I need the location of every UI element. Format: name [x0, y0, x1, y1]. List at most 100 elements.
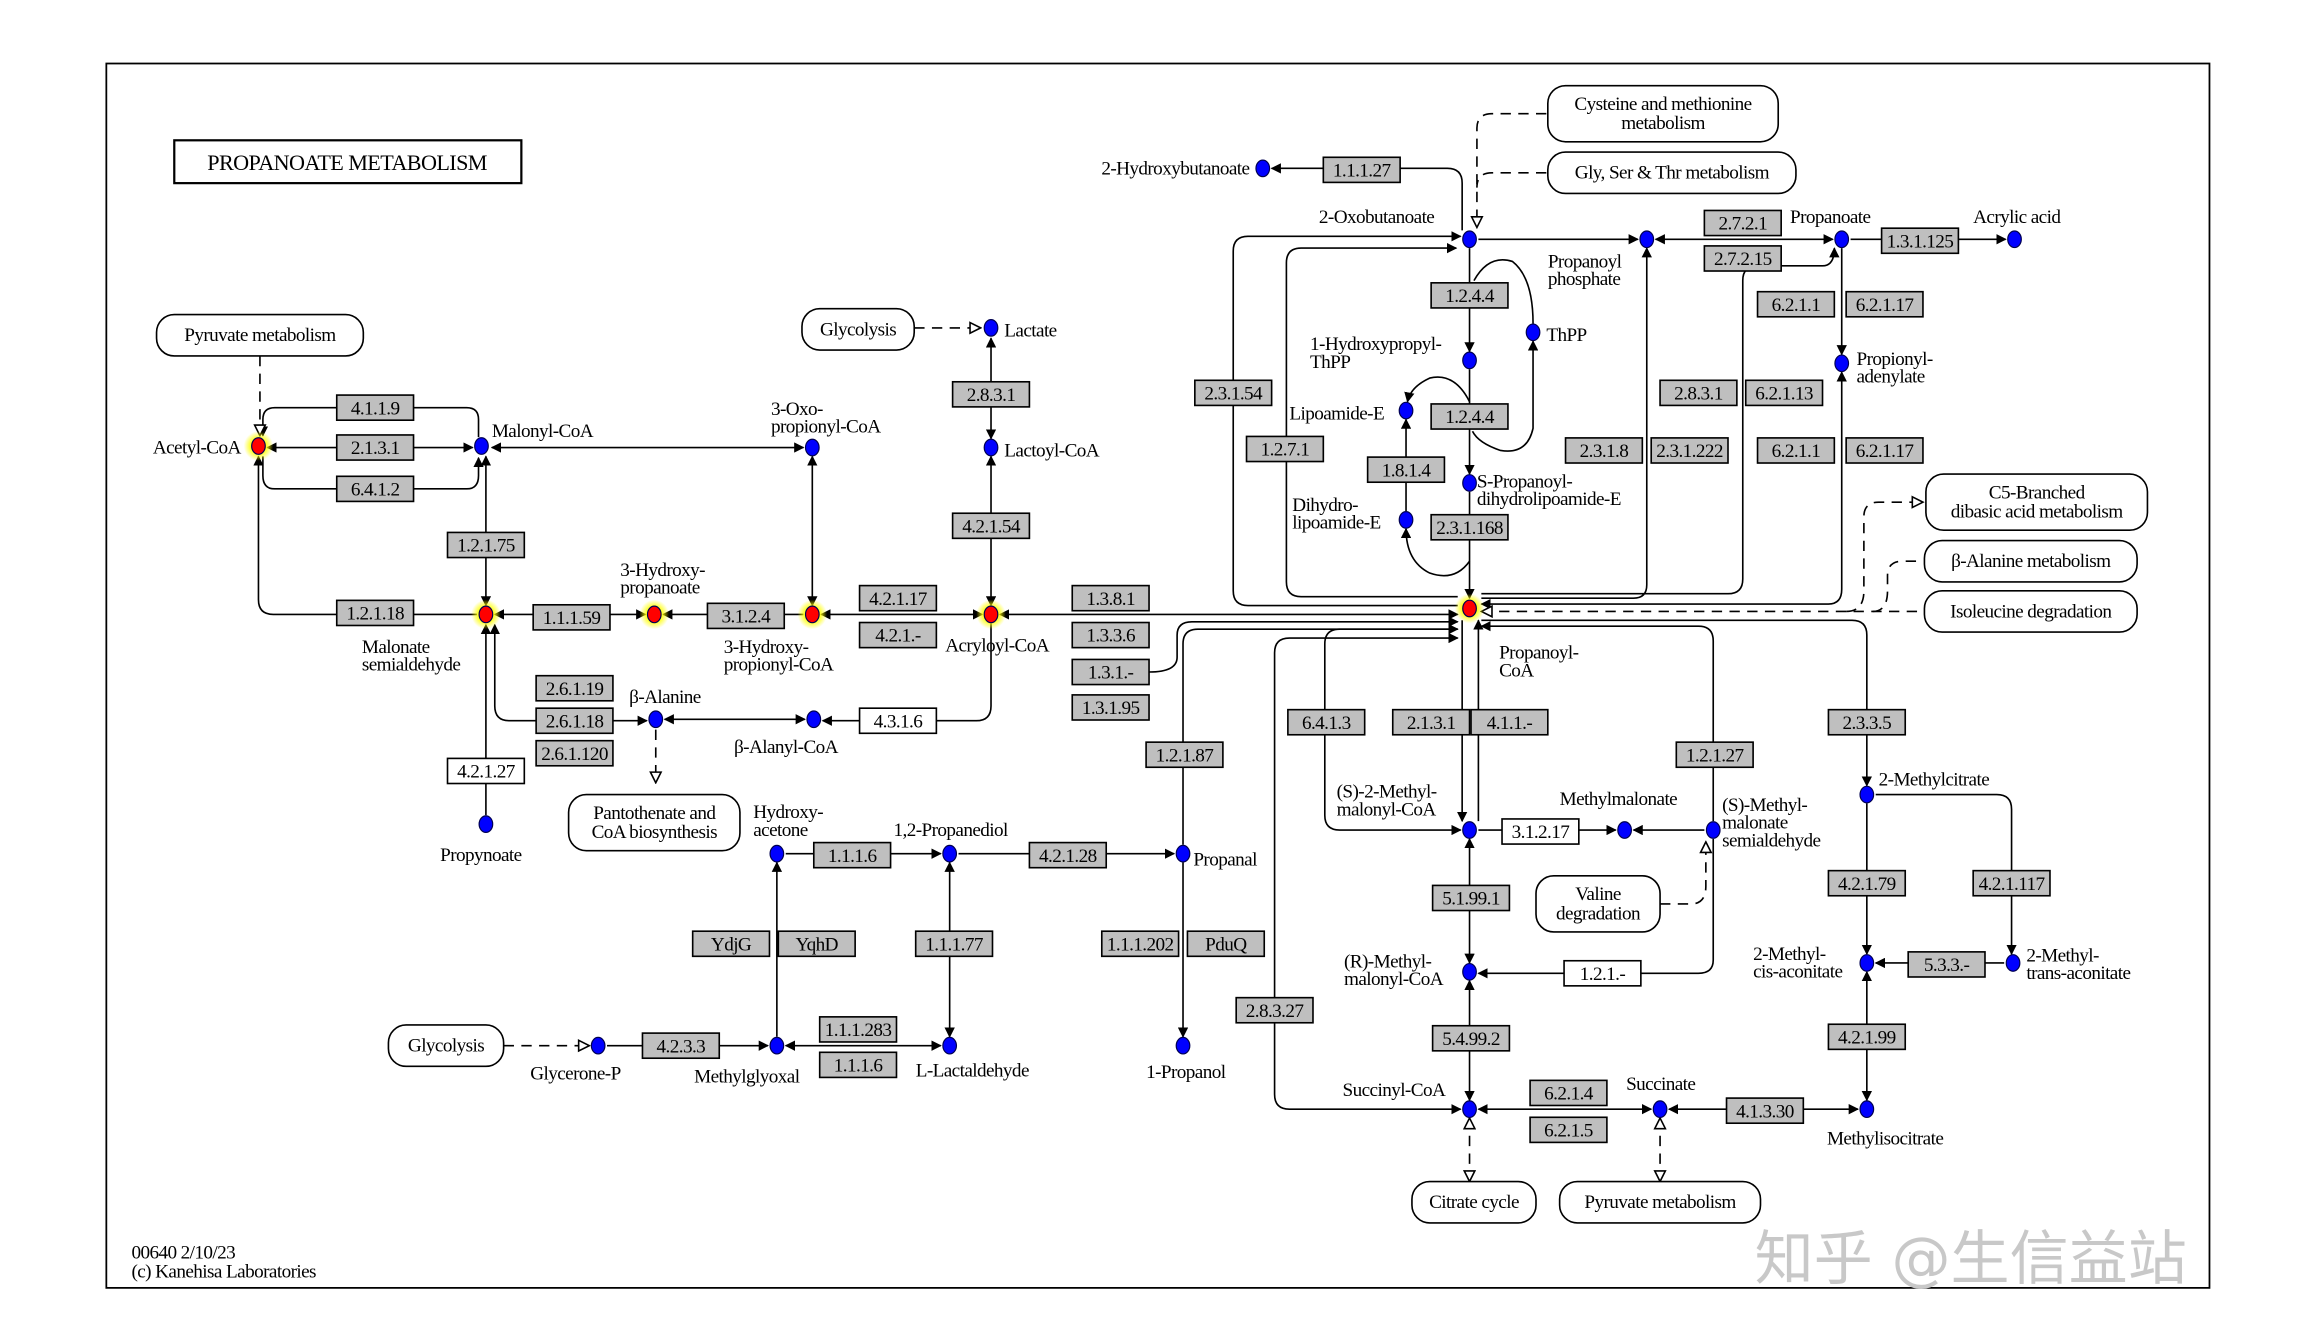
enzyme-box[interactable]: [1186, 930, 1266, 958]
enzyme-4-2-3-3[interactable]: 4.2.3.3: [641, 1032, 721, 1060]
compound-node[interactable]: [769, 1036, 785, 1055]
compound-node[interactable]: [2005, 954, 2021, 972]
compound-methylglyoxal[interactable]: Methylglyoxal: [694, 1036, 800, 1088]
enzyme-box[interactable]: [1650, 437, 1729, 464]
enzyme-box[interactable]: [446, 531, 526, 559]
map-link-box[interactable]: [801, 307, 916, 351]
compound-node[interactable]: [983, 438, 999, 457]
enzyme-box[interactable]: [1756, 290, 1836, 318]
enzyme-box[interactable]: [1431, 884, 1511, 912]
enzyme-box[interactable]: [818, 1051, 898, 1079]
compound-malonyl-coa[interactable]: Malonyl-CoA: [474, 421, 594, 455]
compound-1-hydroxypropyl-thpp[interactable]: 1-Hydroxypropyl-ThPP: [1310, 334, 1477, 373]
enzyme-1-1-1-27[interactable]: 1.1.1.27: [1322, 156, 1401, 184]
enzyme-1-2-1-18[interactable]: 1.2.1.18: [335, 599, 415, 627]
compound-propanoate[interactable]: Propanoate: [1790, 207, 1871, 249]
compound-node[interactable]: [1462, 1100, 1477, 1119]
enzyme-box[interactable]: [1529, 1116, 1608, 1144]
enzyme-5-1-99-1[interactable]: 5.1.99.1: [1431, 884, 1511, 912]
enzyme-2-1-3-1[interactable]: 2.1.3.1: [1391, 708, 1471, 736]
enzyme-1-3-1-125[interactable]: 1.3.1.125: [1880, 227, 1960, 255]
enzyme-2-6-1-18[interactable]: 2.6.1.18: [535, 707, 614, 735]
enzyme-box[interactable]: [1071, 621, 1150, 649]
enzyme-box[interactable]: [1756, 437, 1836, 464]
compound-alanyl-coa[interactable]: β-Alanyl-CoA: [734, 710, 839, 758]
compound-node[interactable]: [806, 710, 822, 729]
enzyme-2-3-1-8[interactable]: 2.3.1.8: [1564, 437, 1644, 464]
enzyme-box[interactable]: [1744, 379, 1824, 407]
compound-lipoamide-e[interactable]: Lipoamide-E: [1289, 401, 1414, 424]
enzyme-4-2-1-27[interactable]: 4.2.1.27: [446, 757, 526, 785]
compound-node[interactable]: [251, 437, 266, 455]
enzyme-1-3-8-1[interactable]: 1.3.8.1: [1071, 584, 1150, 612]
map-link-glycolysis[interactable]: Glycolysis: [801, 307, 916, 351]
compound-node[interactable]: [1834, 354, 1850, 373]
enzyme-1-3-3-6[interactable]: 1.3.3.6: [1071, 621, 1150, 649]
enzyme-3-1-2-4[interactable]: 3.1.2.4: [706, 602, 786, 630]
enzyme-box[interactable]: [1845, 290, 1924, 318]
enzyme-2-7-2-15[interactable]: 2.7.2.15: [1703, 245, 1782, 272]
compound-node[interactable]: [646, 605, 662, 624]
compound-glycerone-p[interactable]: Glycerone-P: [530, 1036, 621, 1085]
enzyme-1-3-1-95[interactable]: 1.3.1.95: [1071, 694, 1150, 721]
compound-s-propanoyl-dihydrolipoamide-e[interactable]: S-Propanoyl-dihydrolipoamide-E: [1462, 471, 1621, 510]
enzyme-box[interactable]: [818, 1016, 898, 1043]
enzyme-4-1-3-30[interactable]: 4.1.3.30: [1725, 1097, 1805, 1125]
enzyme-1-2-4-4[interactable]: 1.2.4.4: [1430, 282, 1509, 309]
enzyme-2-8-3-27[interactable]: 2.8.3.27: [1235, 996, 1314, 1024]
enzyme-4-1-1-9[interactable]: 4.1.1.9: [335, 394, 415, 421]
enzyme-6-2-1-4[interactable]: 6.2.1.4: [1529, 1079, 1608, 1107]
enzyme-6-2-1-17[interactable]: 6.2.1.17: [1845, 437, 1924, 464]
enzyme-1-2-4-4[interactable]: 1.2.4.4: [1430, 403, 1509, 430]
enzyme-box[interactable]: [951, 512, 1031, 540]
compound-2-oxobutanoate[interactable]: 2-Oxobutanoate: [1319, 207, 1477, 249]
enzyme-box[interactable]: [535, 674, 614, 702]
enzyme-6-4-1-2[interactable]: 6.4.1.2: [335, 475, 415, 503]
map-link-pyruvate-metabolism[interactable]: Pyruvate metabolism: [1558, 1180, 1762, 1224]
enzyme-box[interactable]: [858, 584, 938, 612]
compound-acrylic-acid[interactable]: Acrylic acid: [1973, 207, 2062, 249]
compound-lactate[interactable]: Lactate: [983, 319, 1057, 342]
enzyme-box[interactable]: [1071, 584, 1150, 612]
enzyme-2-8-3-1[interactable]: 2.8.3.1: [1659, 379, 1738, 407]
compound-r-methyl-malonyl-coa[interactable]: (R)-Methyl-malonyl-CoA: [1344, 951, 1477, 990]
compound-succinyl-coa[interactable]: Succinyl-CoA: [1343, 1080, 1477, 1119]
enzyme-1-1-1-77[interactable]: 1.1.1.77: [914, 930, 994, 958]
enzyme-1-1-1-6[interactable]: 1.1.1.6: [812, 841, 892, 869]
compound-node[interactable]: [1859, 785, 1875, 804]
compound-2-methylcitrate[interactable]: 2-Methylcitrate: [1859, 770, 1990, 804]
compound-2-methyl-trans-aconitate[interactable]: 2-Methyl-trans-aconitate: [2005, 945, 2131, 984]
enzyme-box[interactable]: [1366, 456, 1446, 484]
enzyme-box[interactable]: [1827, 1023, 1907, 1051]
map-link-glycolysis[interactable]: Glycolysis: [387, 1024, 505, 1068]
enzyme-1-1-1-283[interactable]: 1.1.1.283: [818, 1016, 898, 1043]
enzyme-box[interactable]: [335, 475, 415, 503]
enzyme-1-3-1[interactable]: 1.3.1.-: [1071, 658, 1150, 686]
compound-node[interactable]: [1525, 323, 1541, 342]
enzyme-ydjg[interactable]: YdjG: [691, 930, 771, 958]
compound-methylmalonate[interactable]: Methylmalonate: [1560, 789, 1678, 839]
enzyme-box[interactable]: [951, 380, 1031, 408]
enzyme-2-7-2-1[interactable]: 2.7.2.1: [1703, 209, 1782, 237]
compound-node[interactable]: [1462, 230, 1477, 249]
enzyme-2-3-1-54[interactable]: 2.3.1.54: [1194, 379, 1273, 407]
enzyme-box[interactable]: [1470, 708, 1549, 736]
enzyme-2-1-3-1[interactable]: 2.1.3.1: [335, 434, 415, 461]
enzyme-box[interactable]: [706, 602, 786, 630]
enzyme-2-8-3-1[interactable]: 2.8.3.1: [951, 380, 1031, 408]
enzyme-6-2-1-13[interactable]: 6.2.1.13: [1744, 379, 1824, 407]
enzyme-1-2-7-1[interactable]: 1.2.7.1: [1245, 435, 1325, 463]
compound-propynoate[interactable]: Propynoate: [440, 815, 522, 866]
enzyme-box[interactable]: [1430, 513, 1509, 541]
compound-node[interactable]: [1462, 821, 1477, 839]
enzyme-box[interactable]: [1071, 694, 1150, 721]
compound-2-methyl-cis-aconitate[interactable]: 2-Methyl-cis-aconitate: [1753, 944, 1875, 983]
enzyme-1-2-1-75[interactable]: 1.2.1.75: [446, 531, 526, 559]
enzyme-4-2-1-17[interactable]: 4.2.1.17: [858, 584, 938, 612]
enzyme-box[interactable]: [535, 707, 614, 735]
compound-node[interactable]: [1617, 821, 1633, 839]
map-link-box[interactable]: [567, 793, 741, 852]
